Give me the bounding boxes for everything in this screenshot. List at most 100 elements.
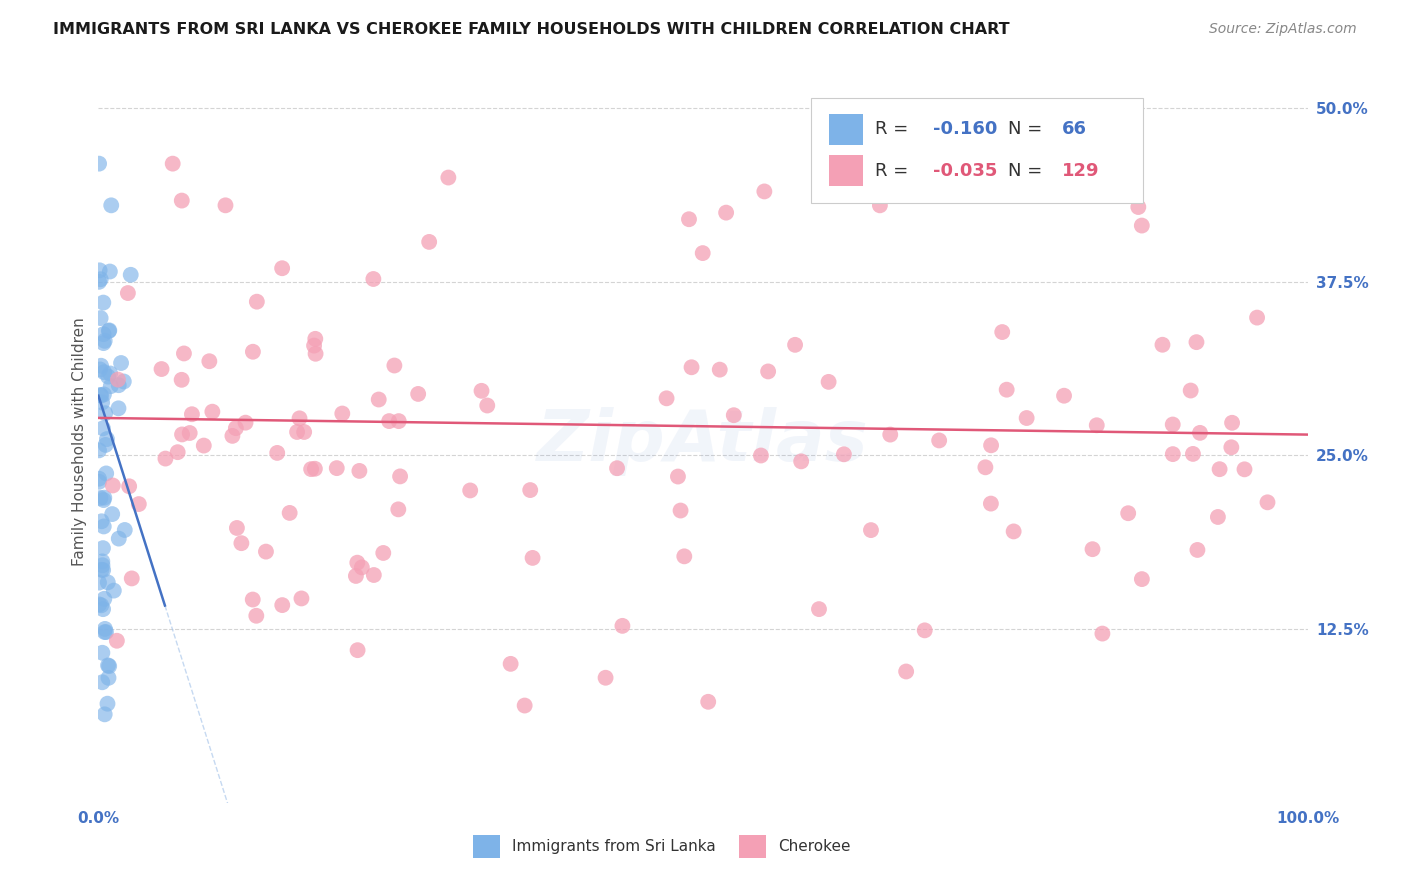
Point	[93, 519, 115, 533]
Text: N =: N =	[1008, 161, 1047, 179]
Point	[389, 469, 412, 483]
Point	[93, 336, 115, 351]
Point	[117, 286, 139, 301]
Point	[107, 401, 129, 416]
Point	[170, 373, 193, 387]
Point	[242, 344, 264, 359]
Text: Cherokee: Cherokee	[778, 838, 851, 854]
Point	[93, 327, 115, 342]
Point	[87, 575, 110, 590]
Point	[344, 569, 367, 583]
Point	[89, 598, 111, 612]
Point	[1011, 170, 1033, 185]
Point	[193, 439, 215, 453]
Point	[101, 478, 124, 492]
Point	[266, 446, 288, 460]
Point	[513, 698, 536, 713]
Text: 66: 66	[1062, 120, 1087, 138]
Point	[150, 362, 173, 376]
Point	[606, 461, 628, 475]
Point	[723, 408, 745, 422]
Point	[87, 275, 110, 289]
Point	[1002, 524, 1025, 539]
Point	[225, 421, 247, 435]
Point	[89, 362, 111, 376]
Point	[914, 624, 936, 638]
Point	[155, 451, 177, 466]
Point	[288, 411, 311, 425]
Point	[1208, 462, 1230, 476]
Point	[1053, 389, 1076, 403]
Point	[91, 295, 114, 310]
Point	[669, 503, 692, 517]
Point	[120, 268, 142, 282]
FancyBboxPatch shape	[811, 98, 1143, 203]
Point	[673, 549, 696, 564]
Point	[128, 497, 150, 511]
Point	[1130, 219, 1153, 233]
Text: 129: 129	[1062, 161, 1099, 179]
Point	[118, 479, 141, 493]
Point	[100, 198, 122, 212]
Point	[91, 395, 114, 409]
Point	[112, 375, 135, 389]
Point	[655, 392, 678, 406]
Point	[93, 334, 115, 348]
Point	[458, 483, 481, 498]
Point	[1181, 447, 1204, 461]
Point	[290, 591, 312, 606]
Point	[522, 550, 544, 565]
Point	[105, 633, 128, 648]
Point	[991, 325, 1014, 339]
Point	[1130, 572, 1153, 586]
Point	[519, 483, 541, 497]
Point	[107, 532, 129, 546]
Point	[94, 625, 117, 640]
Point	[666, 469, 689, 483]
Point	[692, 246, 714, 260]
Point	[89, 263, 111, 277]
Point	[201, 405, 224, 419]
Point	[97, 671, 120, 685]
Point	[697, 695, 720, 709]
Point	[103, 583, 125, 598]
Point	[1246, 310, 1268, 325]
Point	[96, 697, 118, 711]
Point	[173, 346, 195, 360]
Point	[94, 406, 117, 420]
Point	[1128, 200, 1150, 214]
Text: Source: ZipAtlas.com: Source: ZipAtlas.com	[1209, 22, 1357, 37]
Point	[1116, 506, 1139, 520]
Point	[406, 387, 429, 401]
Point	[271, 598, 294, 612]
Point	[437, 170, 460, 185]
Point	[330, 407, 353, 421]
Point	[91, 558, 114, 573]
Point	[170, 427, 193, 442]
Point	[94, 438, 117, 452]
Point	[832, 447, 855, 461]
Point	[100, 379, 122, 393]
Point	[418, 235, 440, 249]
Point	[87, 475, 110, 489]
Text: ZipAtlas: ZipAtlas	[537, 407, 869, 476]
Point	[97, 575, 120, 590]
Point	[235, 416, 257, 430]
Point	[974, 460, 997, 475]
Point	[869, 198, 891, 212]
Y-axis label: Family Households with Children: Family Households with Children	[72, 318, 87, 566]
Point	[254, 544, 277, 558]
Point	[1233, 462, 1256, 476]
Point	[91, 563, 114, 577]
Point	[1220, 416, 1243, 430]
Point	[612, 619, 634, 633]
Point	[1081, 542, 1104, 557]
Point	[1188, 425, 1211, 440]
Point	[245, 608, 267, 623]
Point	[302, 338, 325, 352]
Point	[756, 364, 779, 378]
FancyBboxPatch shape	[740, 835, 766, 858]
Point	[346, 643, 368, 657]
Point	[1085, 418, 1108, 433]
Text: N =: N =	[1008, 120, 1047, 138]
